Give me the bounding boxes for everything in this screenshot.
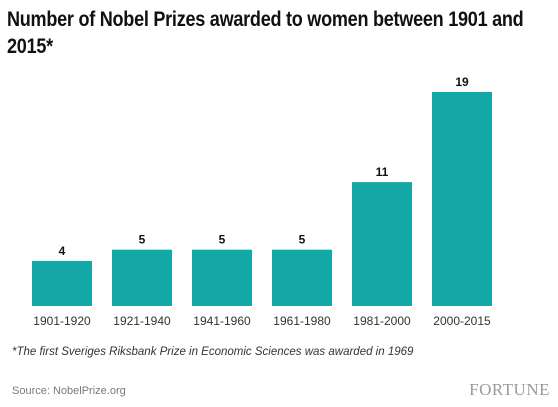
bar-2000-2015 [432, 92, 492, 306]
category-label: 1941-1960 [193, 314, 251, 328]
footnote: *The first Sveriges Riksbank Prize in Ec… [12, 346, 414, 358]
category-label: 1901-1920 [33, 314, 91, 328]
bar-1901-1920 [32, 260, 92, 306]
category-labels-group: 1901-1920 1921-1940 1941-1960 1961-1980 1981… [33, 314, 491, 328]
category-label: 1981-2000 [353, 314, 411, 328]
bar-1961-1980 [272, 249, 332, 306]
brand-logo: FORTUNE [469, 380, 550, 399]
category-label: 2000-2015 [433, 314, 491, 328]
value-label: 5 [139, 233, 146, 247]
bar-1921-1940 [112, 249, 172, 306]
value-label: 4 [59, 244, 66, 258]
bars-group [32, 92, 492, 306]
value-label: 11 [376, 165, 389, 179]
value-labels-group: 4 5 5 5 11 19 [59, 75, 469, 258]
source-text: Source: NobelPrize.org [12, 385, 126, 397]
category-label: 1921-1940 [113, 314, 171, 328]
chart-title: Number of Nobel Prizes awarded to women … [7, 8, 524, 58]
bar-1941-1960 [192, 249, 252, 306]
category-label: 1961-1980 [273, 314, 331, 328]
value-label: 5 [299, 233, 306, 247]
bar-1981-2000 [352, 182, 412, 306]
value-label: 19 [455, 75, 469, 89]
value-label: 5 [219, 233, 226, 247]
